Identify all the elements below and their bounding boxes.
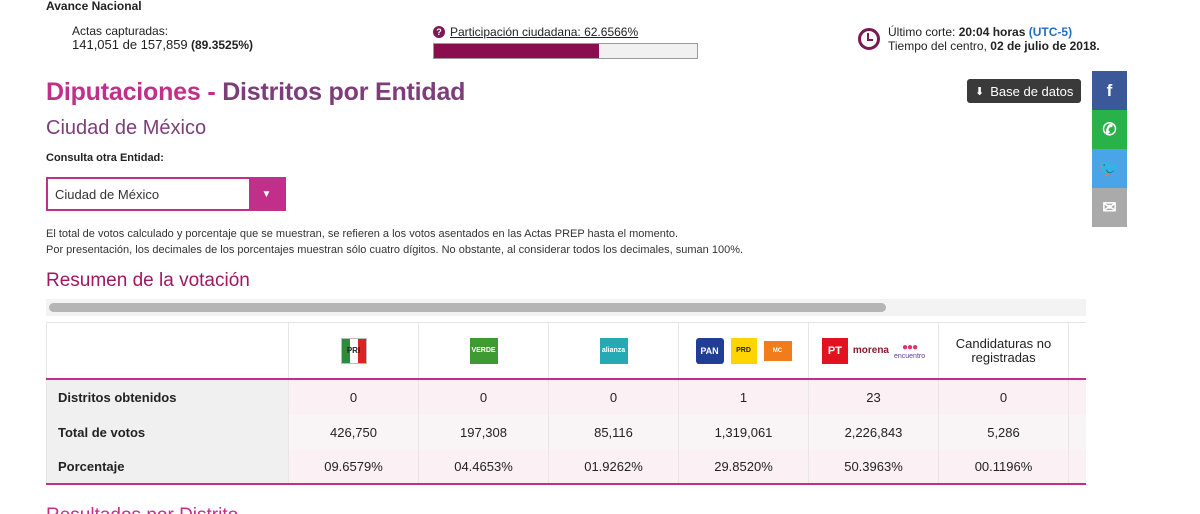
morena-logo-icon: morena	[852, 345, 889, 356]
corte-date: 02 de julio de 2018.	[990, 39, 1100, 53]
next-section-title: Resultados por Distrito	[46, 505, 238, 514]
utc-link[interactable]: (UTC-5)	[1028, 25, 1073, 39]
entity-name: Ciudad de México	[46, 117, 207, 139]
participacion-link[interactable]: Participación ciudadana: 62.6566%	[450, 25, 639, 39]
ultimo-corte: Último corte: 20:04 horas (UTC-5) Tiempo…	[858, 25, 1100, 53]
entity-select-value: Ciudad de México	[55, 186, 160, 202]
page-title: Diputaciones - Distritos por Entidad	[46, 78, 465, 107]
table-row: Distritos obtenidos 0 0 0 1 23 0	[46, 380, 1086, 415]
table-cell: 09.6579%	[289, 450, 419, 483]
twitter-share-button[interactable]: 🐦	[1092, 149, 1127, 188]
facebook-share-button[interactable]: f	[1092, 71, 1127, 110]
movimiento-ciudadano-logo-icon: MC	[763, 340, 792, 361]
actas-percentage: (89.3525%)	[191, 38, 254, 52]
nueva-alianza-logo-icon: alianza	[599, 337, 628, 364]
avance-nacional-label: Avance Nacional	[46, 0, 142, 13]
actas-value: 141,051 de 157,859	[72, 37, 188, 52]
column-alianza: alianza	[549, 323, 679, 378]
table-row: Total de votos 426,750 197,308 85,116 1,…	[46, 415, 1086, 450]
corte-time: 20:04 horas	[958, 25, 1026, 39]
clock-icon	[858, 28, 880, 50]
table-cell: 0	[419, 380, 549, 415]
table-tail-cell	[1069, 415, 1086, 450]
actas-label: Actas capturadas:	[72, 24, 169, 38]
encuentro-logo-text: encuentro	[893, 352, 926, 360]
table-header-row: PRI VERDE alianza PAN PRD MC PT morena ●…	[46, 323, 1086, 380]
table-row: Porcentaje 09.6579% 04.4653% 01.9262% 29…	[46, 450, 1086, 485]
table-cell: 85,116	[549, 415, 679, 450]
twitter-icon: 🐦	[1098, 158, 1121, 178]
corte-tz-text: Tiempo del centro,	[888, 39, 987, 53]
whatsapp-share-button[interactable]: ✆	[1092, 110, 1127, 149]
table-cell: 04.4653%	[419, 450, 549, 483]
table-cell: 1,319,061	[679, 415, 809, 450]
table-cell: 23	[809, 380, 939, 415]
header-empty-cell	[46, 323, 289, 378]
row-label: Porcentaje	[46, 450, 289, 483]
table-tail-cell	[1069, 380, 1086, 415]
scrollbar-thumb[interactable]	[49, 303, 886, 312]
participacion-progress-fill	[434, 44, 599, 58]
download-icon: ⬇	[975, 85, 985, 98]
share-bar: f ✆ 🐦 ✉	[1092, 71, 1127, 227]
row-label: Total de votos	[46, 415, 289, 450]
table-tail-cell	[1069, 323, 1086, 378]
entity-select[interactable]: Ciudad de México ▼	[46, 177, 286, 211]
resumen-title: Resumen de la votación	[46, 270, 250, 291]
help-icon[interactable]: ?	[433, 26, 445, 38]
no-registradas-header: Candidaturas no registradas	[955, 335, 1052, 365]
row-label: Distritos obtenidos	[46, 380, 289, 415]
title-main: Diputaciones -	[46, 78, 216, 106]
table-cell: 5,286	[939, 415, 1069, 450]
table-cell: 197,308	[419, 415, 549, 450]
encuentro-dots-icon: ●●●	[901, 341, 918, 353]
column-pri: PRI	[289, 323, 419, 378]
column-coalicion-morena: PT morena ●●● encuentro	[809, 323, 939, 378]
results-table: PRI VERDE alianza PAN PRD MC PT morena ●…	[46, 322, 1086, 485]
table-tail-cell	[1069, 450, 1086, 483]
email-icon: ✉	[1102, 197, 1117, 217]
pt-logo-icon: PT	[821, 337, 848, 364]
pan-logo-icon: PAN	[695, 337, 724, 364]
table-cell: 29.8520%	[679, 450, 809, 483]
title-sub: Distritos por Entidad	[222, 78, 466, 106]
table-cell: 0	[289, 380, 419, 415]
prd-logo-icon: PRD	[730, 337, 757, 364]
participacion-progress-bar	[433, 43, 698, 59]
table-cell: 50.3963%	[809, 450, 939, 483]
facebook-icon: f	[1106, 80, 1113, 100]
participacion-ciudadana: ? Participación ciudadana: 62.6566%	[433, 25, 698, 59]
table-cell: 00.1196%	[939, 450, 1069, 483]
encuentro-social-logo-icon: ●●● encuentro	[894, 342, 925, 360]
database-button-label: Base de datos	[990, 83, 1074, 99]
table-cell: 0	[549, 380, 679, 415]
chevron-down-icon[interactable]: ▼	[249, 179, 284, 209]
verde-logo-icon: VERDE	[469, 337, 498, 364]
pri-logo-icon: PRI	[340, 337, 367, 364]
votes-note: El total de votos calculado y porcentaje…	[46, 226, 743, 258]
table-cell: 0	[939, 380, 1069, 415]
column-coalicion-pan: PAN PRD MC	[679, 323, 809, 378]
table-cell: 01.9262%	[549, 450, 679, 483]
table-cell: 1	[679, 380, 809, 415]
database-button[interactable]: ⬇ Base de datos	[967, 79, 1082, 103]
note-line-2: Por presentación, los decimales de los p…	[46, 244, 744, 256]
column-no-registradas: Candidaturas no registradas	[939, 323, 1069, 378]
whatsapp-icon: ✆	[1102, 119, 1117, 139]
email-share-button[interactable]: ✉	[1092, 188, 1127, 227]
table-horizontal-scrollbar[interactable]	[46, 299, 1086, 316]
table-cell: 2,226,843	[809, 415, 939, 450]
corte-label: Último corte:	[888, 25, 956, 39]
column-verde: VERDE	[419, 323, 549, 378]
note-line-1: El total de votos calculado y porcentaje…	[46, 228, 679, 240]
actas-capturadas: Actas capturadas: 141,051 de 157,859 (89…	[72, 25, 253, 52]
consulta-label: Consulta otra Entidad:	[46, 152, 164, 164]
table-cell: 426,750	[289, 415, 419, 450]
